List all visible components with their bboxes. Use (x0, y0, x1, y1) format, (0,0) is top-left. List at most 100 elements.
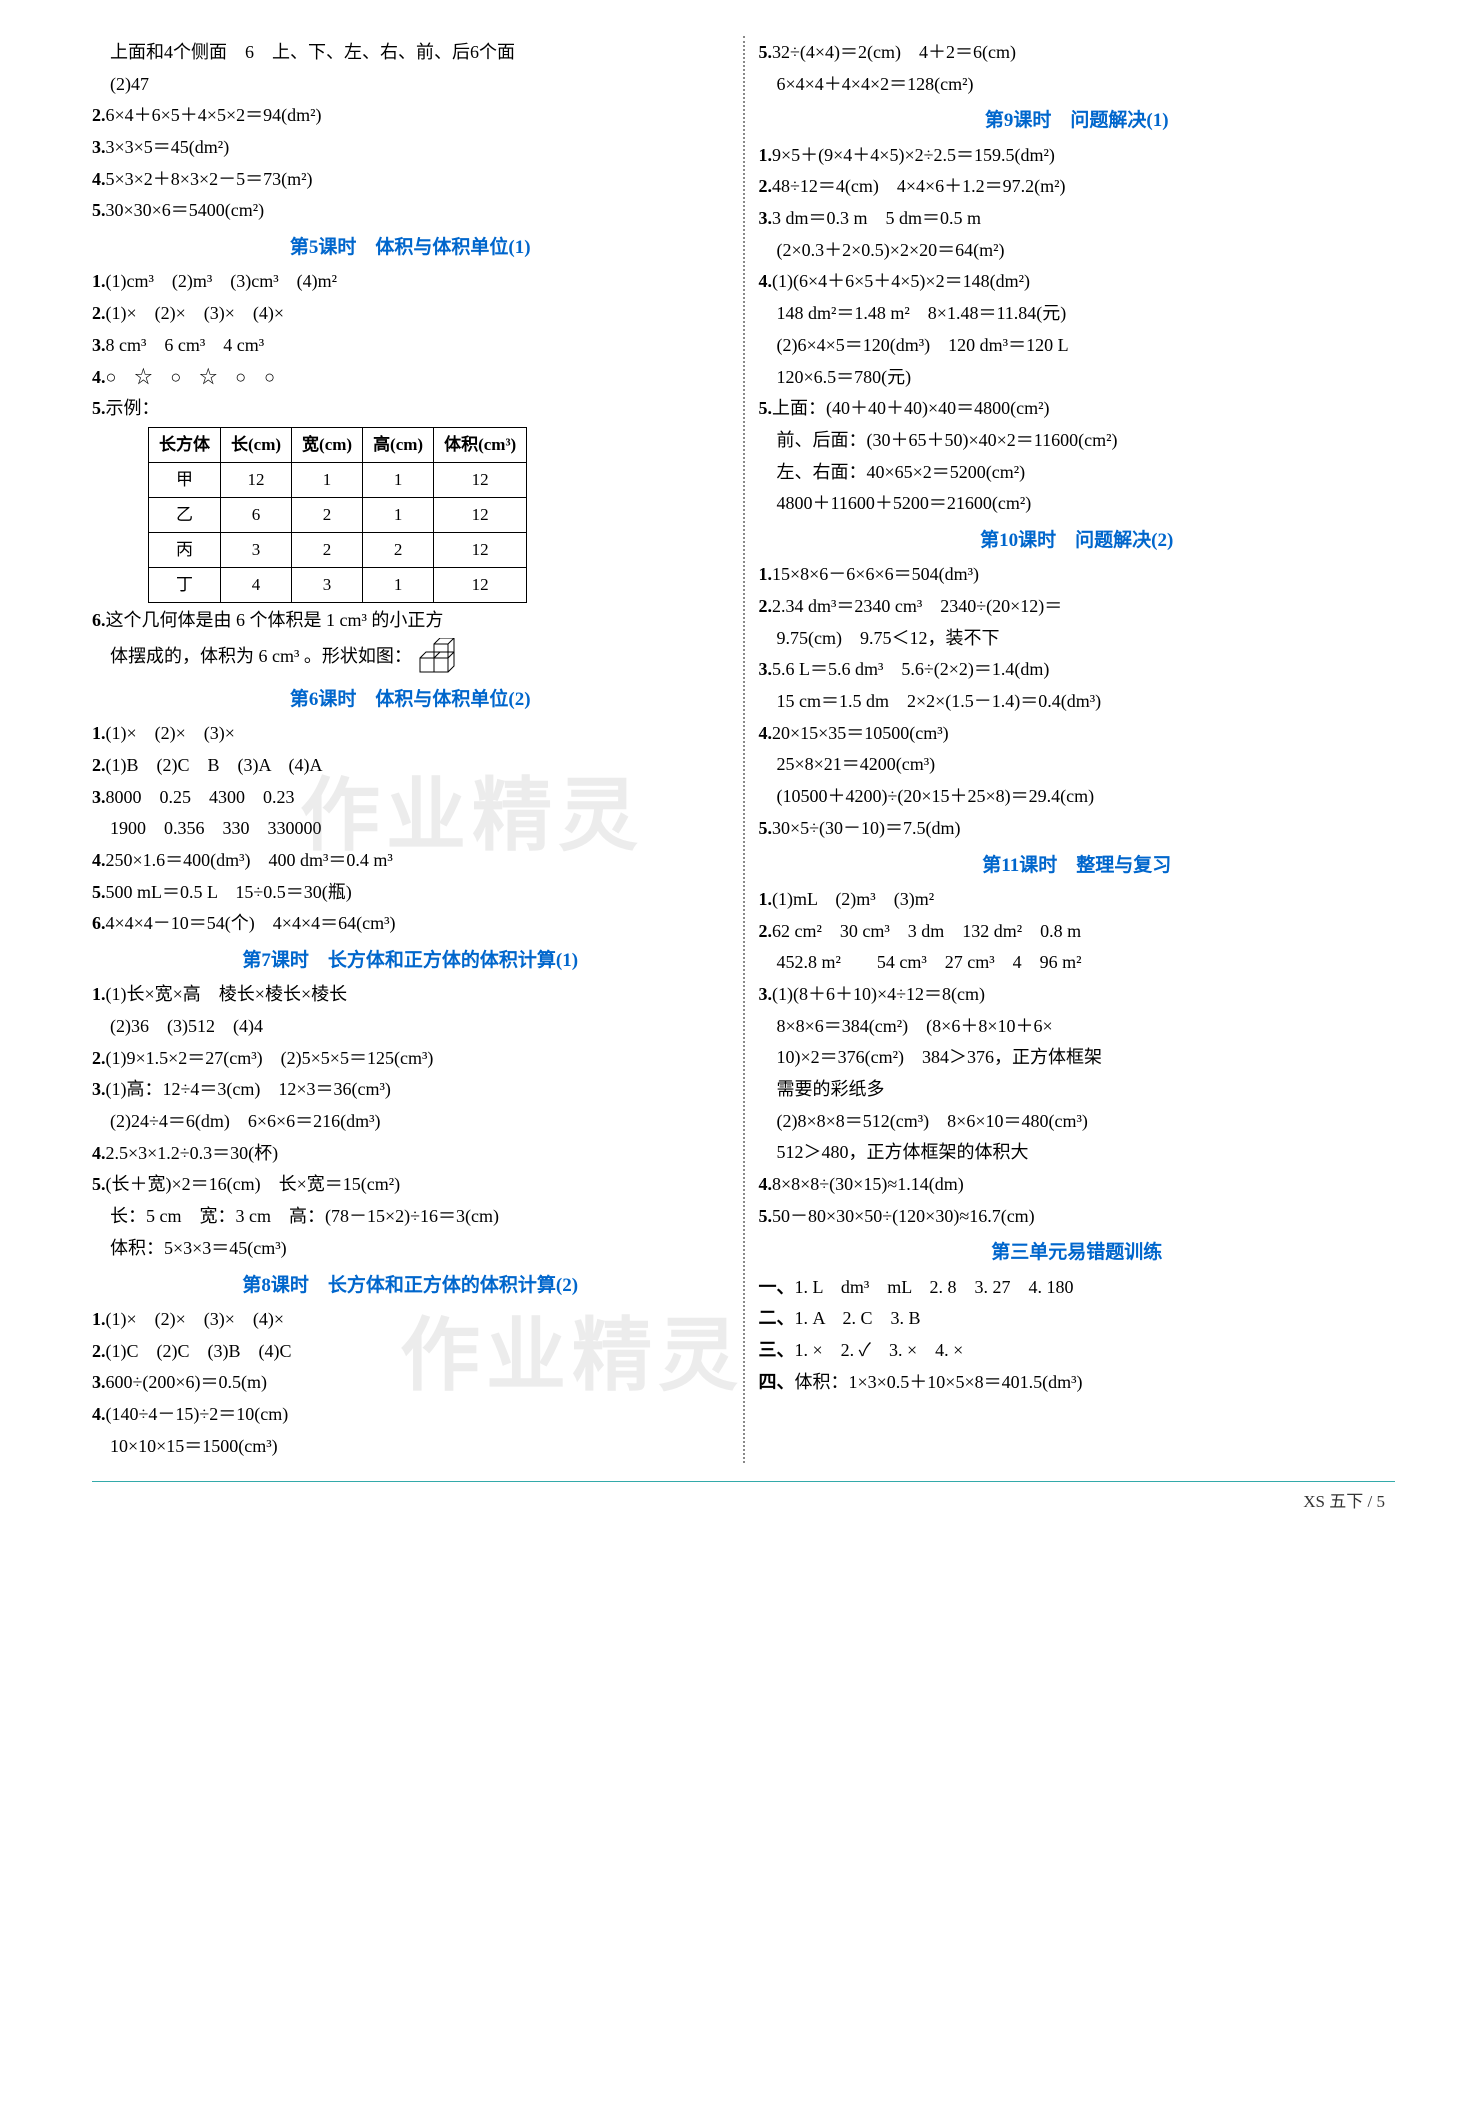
item-text: 2.34 dm³＝2340 cm³ 2340÷(20×12)＝ (772, 596, 1062, 616)
item-number: 1. (92, 1309, 106, 1329)
pre-line: 上面和4个侧面 6 上、下、左、右、前、后6个面 (92, 38, 729, 68)
item-text: (1)高：12÷4＝3(cm) 12×3＝36(cm³) (106, 1079, 391, 1099)
sec5-line: 2.(1)× (2)× (3)× (4)× (92, 299, 729, 329)
section-7-title: 第7课时 长方体和正方体的体积计算(1) (92, 945, 729, 976)
item-number: 5. (759, 818, 773, 838)
item-number: 四、 (759, 1372, 795, 1392)
item-text: (140÷4－15)÷2＝10(cm) (106, 1404, 289, 1424)
item-text: 体摆成的，体积为 6 cm³ 。形状如图： (92, 646, 412, 666)
cube-figure-icon (416, 638, 462, 678)
item-text: 10×10×15＝1500(cm³) (92, 1436, 278, 1456)
item-number: 6. (92, 610, 106, 630)
item-text: 8 cm³ 6 cm³ 4 cm³ (106, 335, 265, 355)
item-text: 9×5＋(9×4＋4×5)×2÷2.5＝159.5(dm²) (772, 145, 1055, 165)
item-text: 148 dm²＝1.48 m² 8×1.48＝11.84(元) (759, 303, 1067, 323)
right-column: 5.32÷(4×4)＝2(cm) 4＋2＝6(cm) 6×4×4＋4×4×2＝1… (759, 36, 1396, 1463)
itemA-line: 3.3×3×5＝45(dm²) (92, 133, 729, 163)
item-number: 1. (759, 889, 773, 909)
item-number: 2. (759, 176, 773, 196)
rpre-line: 6×4×4＋4×4×2＝128(cm²) (759, 70, 1396, 100)
table-header: 长方体 (149, 427, 221, 462)
item-number: 4. (759, 1174, 773, 1194)
item-number: 4. (92, 169, 106, 189)
item-text: 5×3×2＋8×3×2－5＝73(m²) (106, 169, 313, 189)
sec9-line: 4800＋11600＋5200＝21600(cm²) (759, 489, 1396, 519)
item-text: (2)8×8×8＝512(cm³) 8×6×10＝480(cm³) (759, 1111, 1088, 1131)
item-text: 15 cm＝1.5 dm 2×2×(1.5－1.4)＝0.4(dm³) (759, 691, 1102, 711)
table-cell: 12 (221, 462, 292, 497)
table-cell: 2 (363, 533, 434, 568)
item-text: 这个几何体是由 6 个体积是 1 cm³ 的小正方 (106, 610, 444, 630)
item-text: 8000 0.25 4300 0.23 (106, 787, 295, 807)
item-text: 30×5÷(30－10)＝7.5(dm) (772, 818, 961, 838)
sec9-line: (2×0.3＋2×0.5)×2×20＝64(m²) (759, 236, 1396, 266)
item-number: 2. (92, 105, 106, 125)
sec8-line: 10×10×15＝1500(cm³) (92, 1432, 729, 1462)
table-cell: 丁 (149, 568, 221, 603)
item-number: 6. (92, 913, 106, 933)
two-column-layout: 上面和4个侧面 6 上、下、左、右、前、后6个面 (2)47 2.6×4＋6×5… (92, 36, 1395, 1463)
item-number: 2. (92, 1048, 106, 1068)
sec7-line: 长：5 cm 宽：3 cm 高：(78－15×2)÷16＝3(cm) (92, 1202, 729, 1232)
item-number: 5. (92, 398, 106, 418)
item-text: 20×15×35＝10500(cm³) (772, 723, 949, 743)
item-text: 左、右面：40×65×2＝5200(cm²) (759, 462, 1026, 482)
secErr-line: 四、体积：1×3×0.5＋10×5×8＝401.5(dm³) (759, 1368, 1396, 1398)
item-text: 500 mL＝0.5 L 15÷0.5＝30(瓶) (106, 882, 352, 902)
item-number: 一、 (759, 1277, 795, 1297)
sec9-line: 5.上面：(40＋40＋40)×40＝4800(cm²) (759, 394, 1396, 424)
table-cell: 6 (221, 498, 292, 533)
table-cell: 1 (363, 462, 434, 497)
item-number: 5. (759, 42, 773, 62)
item-text: 48÷12＝4(cm) 4×4×6＋1.2＝97.2(m²) (772, 176, 1066, 196)
sec11-line: (2)8×8×8＝512(cm³) 8×6×10＝480(cm³) (759, 1107, 1396, 1137)
sec9-line: 3.3 dm＝0.3 m 5 dm＝0.5 m (759, 204, 1396, 234)
item-text: 1. L dm³ mL 2. 8 3. 27 4. 180 (795, 1277, 1074, 1297)
item-text: 512＞480，正方体框架的体积大 (759, 1142, 1029, 1162)
section-6-title: 第6课时 体积与体积单位(2) (92, 684, 729, 715)
sec10-line: 4.20×15×35＝10500(cm³) (759, 719, 1396, 749)
sec10-line: 15 cm＝1.5 dm 2×2×(1.5－1.4)＝0.4(dm³) (759, 687, 1396, 717)
section-err-title: 第三单元易错题训练 (759, 1237, 1396, 1268)
sec11-line: 512＞480，正方体框架的体积大 (759, 1138, 1396, 1168)
sec11-line: 3.(1)(8＋6＋10)×4÷12＝8(cm) (759, 980, 1396, 1010)
item-text: (1)× (2)× (3)× (4)× (106, 1309, 285, 1329)
item-text: 25×8×21＝4200(cm³) (759, 754, 936, 774)
sec11-line: 452.8 m² 54 cm³ 27 cm³ 4 96 m² (759, 948, 1396, 978)
sec7-line: 3.(1)高：12÷4＝3(cm) 12×3＝36(cm³) (92, 1075, 729, 1105)
table-cell: 甲 (149, 462, 221, 497)
sec10-line: (10500＋4200)÷(20×15＋25×8)＝29.4(cm) (759, 782, 1396, 812)
table-cell: 12 (434, 462, 527, 497)
sec11-line: 1.(1)mL (2)m³ (3)m² (759, 885, 1396, 915)
item-number: 2. (759, 596, 773, 616)
item-text: (长＋宽)×2＝16(cm) 长×宽＝15(cm²) (106, 1174, 401, 1194)
item-text: (1)(8＋6＋10)×4÷12＝8(cm) (772, 984, 985, 1004)
item-number: 3. (759, 208, 773, 228)
item-text: (1)C (2)C (3)B (4)C (106, 1341, 292, 1361)
table-cell: 12 (434, 568, 527, 603)
item-number: 4. (92, 850, 106, 870)
item-text: 5.6 L＝5.6 dm³ 5.6÷(2×2)＝1.4(dm) (772, 659, 1049, 679)
item-text: 30×30×6＝5400(cm²) (106, 200, 265, 220)
item-text: 1. A 2. C 3. B (795, 1308, 921, 1328)
table-row: 乙62112 (149, 498, 527, 533)
sec8-line: 1.(1)× (2)× (3)× (4)× (92, 1305, 729, 1335)
item-text: (2×0.3＋2×0.5)×2×20＝64(m²) (759, 240, 1005, 260)
sec7-line: 1.(1)长×宽×高 棱长×棱长×棱长 (92, 980, 729, 1010)
table-header: 体积(cm³) (434, 427, 527, 462)
sec8-line: 2.(1)C (2)C (3)B (4)C (92, 1337, 729, 1367)
sec9-line: (2)6×4×5＝120(dm³) 120 dm³＝120 L (759, 331, 1396, 361)
item-text: (2)6×4×5＝120(dm³) 120 dm³＝120 L (759, 335, 1069, 355)
sec8-line: 4.(140÷4－15)÷2＝10(cm) (92, 1400, 729, 1430)
item-text: ○ ☆ ○ ☆ ○ ○ (106, 367, 276, 387)
item-number: 2. (92, 755, 106, 775)
item-text: 6×4＋6×5＋4×5×2＝94(dm²) (106, 105, 322, 125)
item-text: (2)24÷4＝6(dm) 6×6×6＝216(dm³) (92, 1111, 381, 1131)
item-number: 1. (92, 723, 106, 743)
pre-line: (2)47 (92, 70, 729, 100)
item-text: (1)mL (2)m³ (3)m² (772, 889, 934, 909)
itemA-line: 5.30×30×6＝5400(cm²) (92, 196, 729, 226)
sec7-line: 4.2.5×3×1.2÷0.3＝30(杯) (92, 1139, 729, 1169)
table-cell: 12 (434, 498, 527, 533)
item-number: 1. (92, 271, 106, 291)
